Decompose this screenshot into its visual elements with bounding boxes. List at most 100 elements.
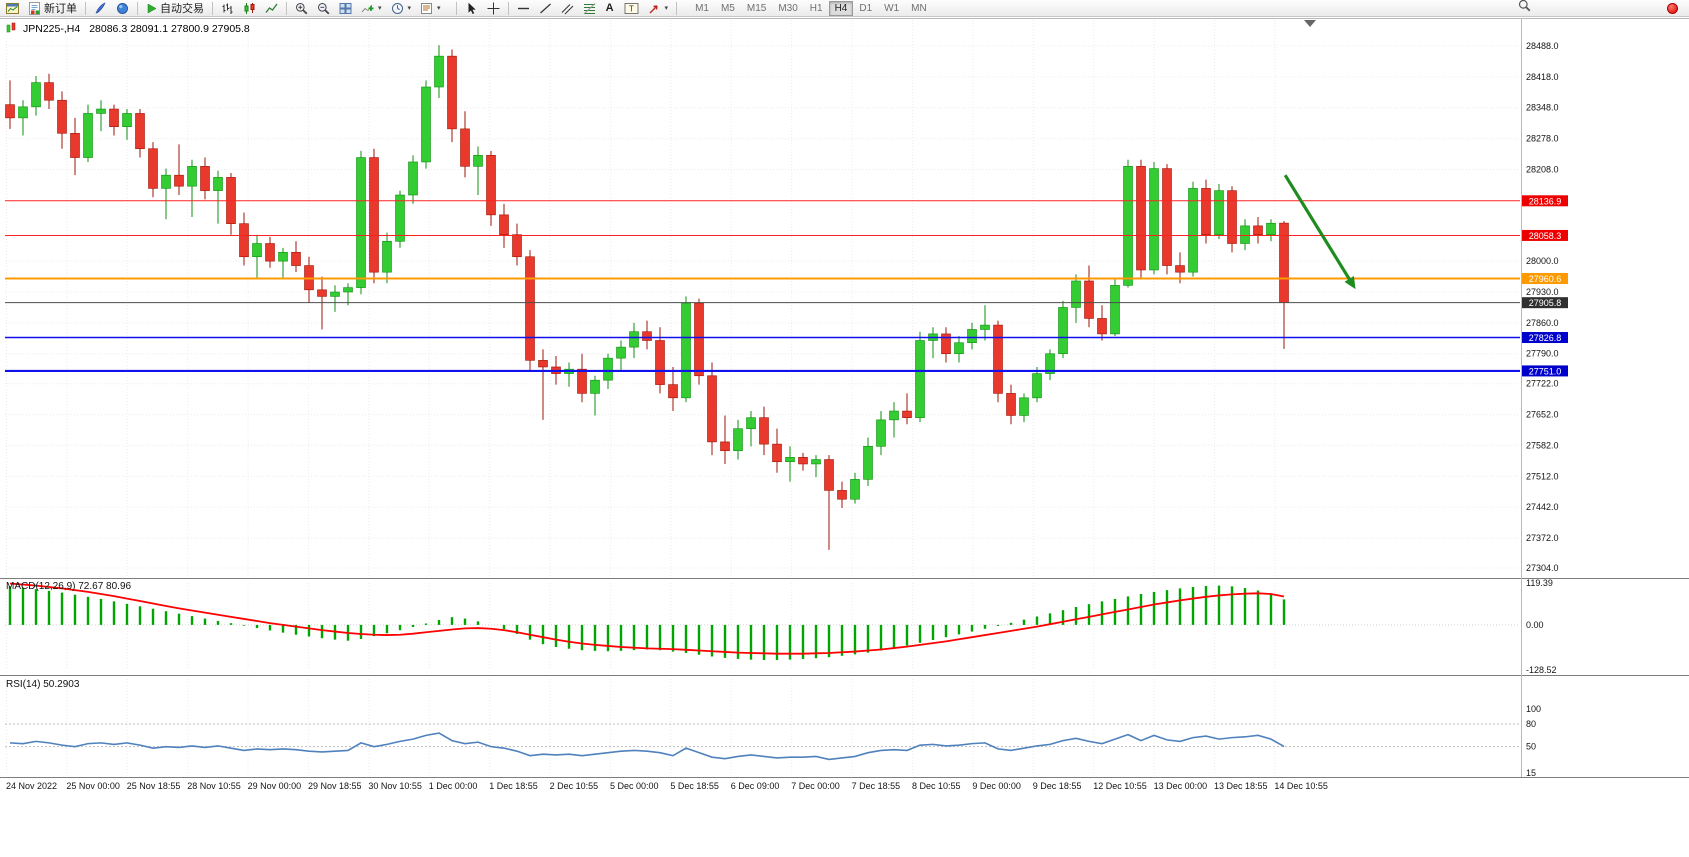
time-tick-label: 29 Nov 00:00 [248,781,302,791]
arrow-shaft[interactable] [1283,174,1354,285]
timeframe-m15-button[interactable]: M15 [746,2,767,14]
arrows-dropdown[interactable]: ▾ [644,1,673,16]
channel-tool-button[interactable] [557,1,578,16]
timeframe-m30-button[interactable]: M30 [778,2,798,14]
macd-scale-label: -128.52 [1526,665,1557,675]
timeframe-h1-button[interactable]: H1 [809,2,823,14]
arrow-head[interactable] [1344,276,1356,290]
zoom-out-icon [318,2,330,14]
time-scale[interactable]: 24 Nov 2022 25 Nov 00:00 25 Nov 18:55 28 No… [6,781,1328,791]
terminal-window-icon[interactable] [2,1,23,16]
search-button[interactable] [1518,0,1531,17]
quill-button[interactable] [90,1,111,16]
bear-candle [200,166,210,191]
cursor-tool-button[interactable] [461,1,482,16]
time-tick-label: 2 Dec 10:55 [550,781,599,791]
crosshair-tool-button[interactable] [483,1,504,16]
price-scale[interactable]: 28136.9 28058.3 27960.6 27905.8 27826.8 27751… [1522,41,1568,778]
candlestick-chart-icon [244,2,255,14]
bull-candle [213,177,223,191]
new-order-icon [29,1,40,15]
chart-window[interactable]: 28136.9 28058.3 27960.6 27905.8 27826.8 27751… [0,17,1689,857]
bear-candle [642,331,652,341]
text-tool-button[interactable]: A [601,1,619,16]
resistance-1-badge[interactable] [1522,195,1568,207]
bear-candle [486,155,496,216]
timeframe-h4-button[interactable]: H4 [828,0,854,16]
templates-dropdown[interactable]: ▾ [416,1,445,16]
bear-candle [772,443,782,463]
bear-candle [239,223,249,258]
chart-canvas[interactable]: 28136.9 28058.3 27960.6 27905.8 27826.8 27751… [0,17,1689,857]
price-tick-label: 27790.0 [1526,349,1559,359]
bar-chart-button[interactable] [217,1,238,16]
chart-shift-marker[interactable] [1304,20,1316,27]
bid-price-badge[interactable] [1522,297,1568,309]
timeframe-m5-button[interactable]: M5 [720,2,735,14]
bear-candle [265,243,275,262]
bear-candle [317,289,327,297]
bear-candle [148,148,158,189]
grid-lines [5,20,1520,773]
timeframe-mn-button[interactable]: MN [911,2,927,14]
tile-windows-button[interactable] [335,1,356,16]
bull-candle [395,194,405,242]
bull-candle [1071,280,1081,308]
price-tick-label: 27860.0 [1526,318,1559,328]
autotrading-play-icon [147,3,157,13]
bid-price-badge-text: 27905.8 [1529,298,1562,308]
resistance-2-badge-text: 28058.3 [1529,231,1562,241]
title-bull-candle-icon [6,24,11,33]
bear-candle [668,384,678,399]
macd-label: MACD(12,26,9) 72.67 80.96 [6,581,132,592]
indicators-dropdown[interactable]: ▾ [357,1,386,16]
bull-candle [1032,373,1042,399]
time-tick-label: 25 Nov 18:55 [127,781,181,791]
support-1-badge-text: 27826.8 [1529,333,1562,343]
bull-candle [811,459,821,465]
zoom-in-button[interactable] [291,1,312,16]
bull-candle [252,243,262,258]
price-level-lines[interactable] [5,200,1520,373]
hline-tool-button[interactable] [513,1,534,16]
candlestick-chart-button[interactable] [239,1,260,16]
time-tick-label: 9 Dec 18:55 [1033,781,1082,791]
zoom-out-button[interactable] [313,1,334,16]
time-tick-label: 7 Dec 00:00 [791,781,840,791]
bear-candle [1227,190,1237,244]
pivot-orange-badge[interactable] [1522,273,1568,285]
notification-dot[interactable] [1667,3,1678,14]
drawn-arrow[interactable] [1283,174,1356,290]
bull-candle [590,379,600,394]
time-tick-label: 1 Dec 00:00 [429,781,478,791]
indicators-plus-icon [361,4,374,12]
bull-candle [1214,190,1224,235]
timeframe-d1-button[interactable]: D1 [859,2,873,14]
bull-candle [434,55,444,88]
bear-candle [70,132,80,158]
timeframe-w1-button[interactable]: W1 [884,2,900,14]
search-icon [1518,0,1531,12]
label-tool-button[interactable]: T [620,1,643,16]
fibonacci-tool-button[interactable] [579,1,600,16]
bear-candle [1253,225,1263,235]
timeframe-m1-button[interactable]: M1 [695,2,709,14]
bull-candle [408,161,418,196]
rsi-label: RSI(14) 50.2903 [6,679,80,690]
periods-dropdown[interactable]: ▾ [387,1,416,16]
line-chart-button[interactable] [261,1,282,16]
new-order-button[interactable]: 新订单 [24,1,81,16]
resistance-2-badge[interactable] [1522,229,1568,241]
bull-candle [473,155,483,167]
sphere-button[interactable] [112,1,133,16]
bull-candle [421,86,431,163]
toolbar-separator [137,1,138,15]
bull-candle [954,342,964,355]
support-2-badge[interactable] [1522,365,1568,377]
price-tick-label: 28208.0 [1526,164,1559,174]
bull-candle [850,479,860,500]
trendline-tool-button[interactable] [535,1,556,16]
support-1-badge[interactable] [1522,332,1568,344]
bear-candle [57,99,67,134]
autotrading-button[interactable]: 自动交易 [142,1,208,16]
